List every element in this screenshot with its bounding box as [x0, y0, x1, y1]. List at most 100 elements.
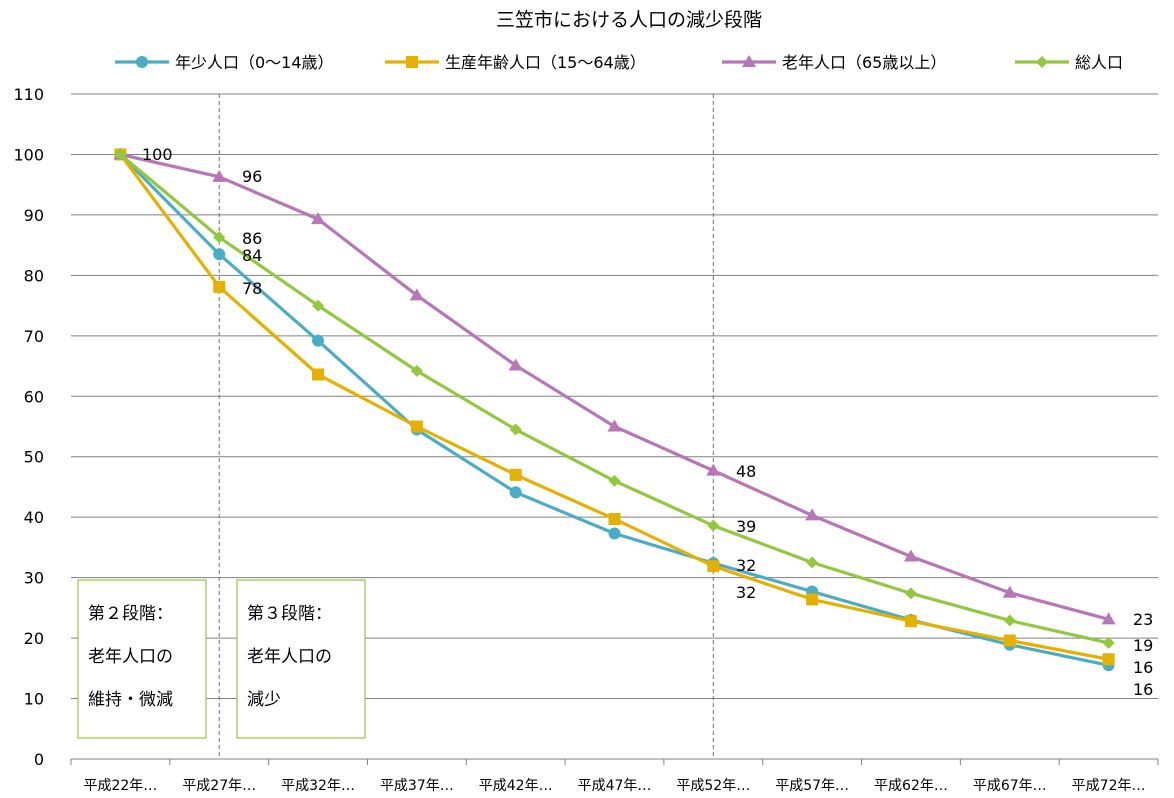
y-tick-label: 90	[24, 206, 44, 225]
x-tick-label: 平成42年…	[479, 778, 553, 794]
x-tick-label: 平成22年…	[83, 778, 157, 794]
legend-marker	[1036, 56, 1048, 68]
data-point	[1003, 634, 1016, 647]
data-label: 16	[1133, 658, 1153, 677]
data-point	[608, 512, 621, 525]
data-label: 32	[736, 583, 756, 602]
data-label: 19	[1133, 636, 1153, 655]
data-point	[213, 248, 226, 261]
data-label: 23	[1133, 610, 1153, 629]
legend: 年少人口（0～14歳） 生産年齢人口（15～64歳） 老年人口（65歳以上） 総人口	[115, 53, 1123, 72]
data-point	[1002, 585, 1017, 598]
chart-title: 三笠市における人口の減少段階	[496, 9, 762, 31]
annotation-text: 第３段階：	[247, 604, 332, 624]
y-tick-label: 40	[24, 508, 44, 527]
data-point	[904, 615, 917, 628]
x-tick-label: 平成32年…	[281, 778, 355, 794]
legend-item: 総人口	[1015, 53, 1123, 72]
data-point	[409, 288, 424, 301]
data-label: 78	[242, 279, 262, 298]
series-3	[113, 147, 1116, 625]
data-point	[608, 474, 621, 487]
data-point	[509, 486, 522, 499]
annotation-text: 第２段階：	[88, 604, 173, 624]
x-axis: 平成22年… 平成27年… 平成32年… 平成37年… 平成42年… 平成47年… 平成52…	[70, 758, 1159, 794]
data-point	[312, 334, 325, 347]
data-point	[410, 364, 423, 377]
y-tick-label: 30	[24, 569, 44, 588]
annotation-text: 減少	[247, 690, 281, 710]
series-line	[119, 153, 1109, 645]
data-point	[1102, 636, 1115, 649]
data-point	[311, 212, 326, 225]
x-tick-label: 平成37年…	[380, 778, 454, 794]
data-point	[608, 527, 621, 540]
data-point	[213, 231, 226, 244]
legend-item: 生産年齢人口（15～64歳）	[385, 53, 646, 72]
x-tick-label: 平成27年…	[182, 778, 256, 794]
data-point	[509, 468, 522, 481]
data-label: 96	[242, 167, 262, 186]
data-point	[1003, 614, 1016, 627]
legend-marker	[406, 56, 418, 68]
annotation-frame	[77, 579, 207, 739]
data-point	[903, 549, 918, 562]
legend-marker	[136, 56, 148, 68]
data-label: 100	[142, 145, 173, 164]
data-point	[114, 148, 127, 161]
series-line	[120, 152, 1110, 621]
legend-item: 老年人口（65歳以上）	[722, 53, 946, 72]
data-label: 86	[242, 229, 262, 248]
y-tick-label: 100	[13, 145, 44, 164]
data-point	[213, 280, 226, 293]
legend-label: 年少人口（0～14歳）	[175, 53, 334, 72]
y-tick-label: 70	[24, 327, 44, 346]
data-point	[312, 368, 325, 381]
data-label: 16	[1133, 680, 1153, 699]
annotation-text: 老年人口の	[88, 647, 173, 667]
x-tick-label: 平成57年…	[775, 778, 849, 794]
data-point	[1101, 612, 1116, 625]
series-group	[113, 147, 1116, 672]
data-point	[806, 556, 819, 569]
x-tick-label: 平成47年…	[578, 778, 652, 794]
data-label: 39	[736, 517, 756, 536]
data-point	[805, 508, 820, 521]
x-tick-label: 平成72年…	[1072, 778, 1146, 794]
y-tick-label: 110	[13, 85, 44, 104]
data-label: 32	[736, 556, 756, 575]
data-point	[904, 587, 917, 600]
stage-dividers	[218, 94, 714, 759]
data-point	[410, 420, 423, 433]
data-point	[1102, 653, 1115, 666]
data-point	[312, 299, 325, 312]
data-label: 48	[736, 462, 756, 481]
annotation-frame	[236, 579, 366, 739]
data-point	[212, 169, 227, 182]
y-tick-label: 20	[24, 629, 44, 648]
data-point	[806, 593, 819, 606]
x-tick-label: 平成62年…	[874, 778, 948, 794]
y-tick-label: 0	[34, 750, 44, 769]
annotation-text: 維持・微減	[88, 690, 173, 710]
legend-label: 総人口	[1075, 53, 1123, 72]
data-point	[707, 519, 720, 532]
data-label: 84	[242, 246, 262, 265]
legend-item: 年少人口（0～14歳）	[115, 53, 334, 72]
data-point	[706, 463, 721, 476]
annotation-text: 老年人口の	[247, 647, 332, 667]
data-point	[508, 358, 523, 371]
series-4	[114, 148, 1115, 649]
y-tick-label: 50	[24, 448, 44, 467]
data-point	[707, 560, 720, 573]
y-tick-label: 60	[24, 387, 44, 406]
y-axis: 0 10 20 30 40 50 60 70 80 90 100 110	[13, 85, 44, 769]
data-point	[509, 423, 522, 436]
legend-label: 老年人口（65歳以上）	[782, 53, 946, 72]
